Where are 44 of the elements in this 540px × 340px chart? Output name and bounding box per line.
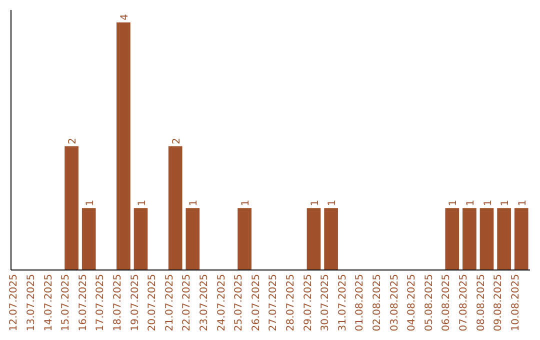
x-tick-label: 07.08.2025 — [458, 274, 470, 332]
x-tick-label: 12.07.2025 — [8, 274, 20, 332]
x-tick-label: 04.08.2025 — [406, 274, 418, 332]
x-tick-label: 17.07.2025 — [95, 274, 106, 332]
x-tick-label: 22.07.2025 — [182, 274, 193, 332]
x-tick-label: 14.07.2025 — [43, 274, 54, 332]
data-label: 4 — [119, 14, 130, 20]
data-label: 1 — [188, 200, 200, 206]
x-tick-label: 06.08.2025 — [441, 274, 452, 332]
x-tick-label: 21.07.2025 — [164, 274, 176, 332]
data-label: 1 — [448, 200, 460, 206]
x-tick-label: 01.08.2025 — [354, 274, 366, 332]
x-tick-label: 16.07.2025 — [78, 274, 89, 332]
x-tick-label: 24.07.2025 — [216, 274, 228, 332]
x-tick-label: 02.08.2025 — [372, 274, 383, 332]
x-tick-label: 30.07.2025 — [320, 274, 332, 332]
x-tick-label: 18.07.2025 — [112, 274, 124, 332]
data-label: 1 — [517, 200, 528, 206]
x-tick-label: 31.07.2025 — [337, 274, 348, 332]
data-label: 1 — [327, 200, 338, 206]
data-label: 1 — [310, 200, 321, 206]
x-tick-label: 25.07.2025 — [234, 274, 245, 332]
x-tick-label: 26.07.2025 — [250, 274, 262, 332]
x-tick-label: 03.08.2025 — [389, 274, 400, 332]
data-label: 1 — [500, 200, 512, 206]
x-tick-label: 09.08.2025 — [493, 274, 504, 332]
data-label: 1 — [84, 200, 96, 206]
x-tick-label: 27.07.2025 — [268, 274, 280, 332]
data-label: 1 — [482, 200, 494, 206]
x-tick-label: 19.07.2025 — [130, 274, 141, 332]
x-tick-label: 15.07.2025 — [60, 274, 72, 332]
x-tick-label: 08.08.2025 — [476, 274, 487, 332]
data-label: 1 — [240, 200, 252, 206]
x-tick-label: 29.07.2025 — [302, 274, 314, 332]
x-tick-label: 13.07.2025 — [26, 274, 37, 332]
x-tick-label: 10.08.2025 — [510, 274, 522, 332]
data-label: 2 — [68, 138, 79, 144]
data-label: 1 — [136, 200, 148, 206]
x-tick-label: 28.07.2025 — [285, 274, 296, 332]
data-label: 1 — [465, 200, 476, 206]
x-tick-label: 20.07.2025 — [147, 274, 158, 332]
data-label: 2 — [171, 138, 182, 144]
x-tick-label: 05.08.2025 — [424, 274, 435, 332]
x-tick-label: 23.07.2025 — [198, 274, 210, 332]
